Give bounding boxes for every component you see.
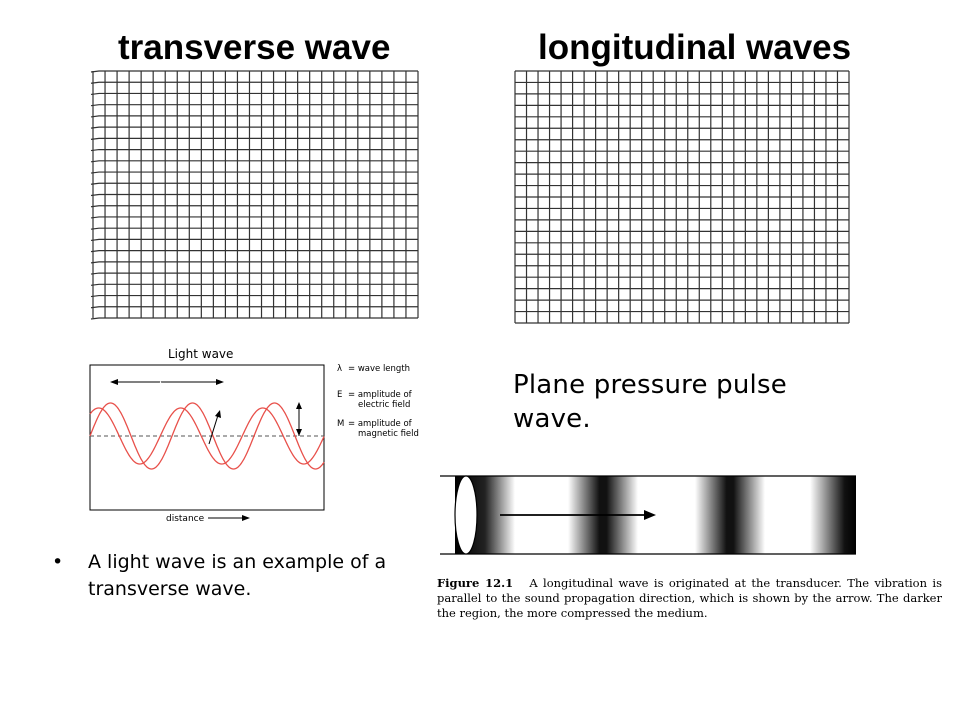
transverse-grid-hline [90,70,418,73]
lambda-marker: λ [158,379,163,388]
transverse-grid-hline [90,148,418,152]
pulse-band-4 [810,476,856,554]
transverse-grid-hline [90,238,418,242]
longitudinal-wave-grid [514,70,850,324]
transverse-grid-hline [90,193,418,197]
transverse-grid-hline [90,81,418,84]
amplitude-e-marker [296,402,302,436]
transverse-grid-hline [90,115,418,118]
title-longitudinal-waves: longitudinal waves [538,28,852,67]
transverse-grid-hline [90,216,418,219]
amplitude-m-marker [208,410,221,445]
transverse-grid-hline [90,317,418,320]
transverse-grid-hline [90,171,418,174]
transducer-ellipse [454,475,478,555]
propagation-arrow [500,510,656,520]
bullet-item: • A light wave is an example of a transv… [52,549,428,603]
bullet-marker: • [52,551,64,573]
figure-label: Figure 12.1 [437,576,514,590]
transverse-grid-hline [90,261,418,264]
transverse-grid-hline [90,160,418,163]
transverse-grid-hline [90,306,418,309]
transverse-grid-hline [90,182,418,185]
transverse-grid-hline [90,92,418,96]
transverse-grid-hline [90,126,418,129]
legend-m-text: = amplitude of magnetic field [348,419,419,439]
legend-e-text: = amplitude of electric field [348,390,413,410]
transverse-grid-hline [90,227,418,230]
legend-lambda-symbol: λ [337,364,342,374]
transverse-grid-hline [90,205,418,208]
electric-field-wave [89,402,325,470]
wavelength-arrow [110,379,224,385]
distance-arrow [208,515,250,521]
legend-e-symbol: E [337,390,342,400]
light-wave-diagram: Light wave λ λ = wave length E = amplitu… [89,347,419,524]
legend-m-symbol: M [337,419,344,429]
bullet-text: A light wave is an example of a transver… [88,551,387,600]
transverse-grid-hline [90,294,418,298]
transverse-grid-hline [90,104,418,107]
figure-caption-text: A longitudinal wave is originated at the… [437,576,943,620]
distance-label: distance [166,514,205,524]
light-wave-frame [89,364,325,511]
figure-caption: Figure 12.1 A longitudinal wave is origi… [437,576,942,621]
transverse-wave-grid [90,70,419,320]
title-transverse-wave: transverse wave [118,28,391,67]
transverse-grid-hline [90,283,418,286]
transverse-grid-hline [90,272,418,275]
pressure-pulse-diagram [440,475,856,555]
transverse-grid-hline [90,137,418,140]
magnetic-field-wave [89,407,325,465]
legend-lambda-text: = wave length [348,364,410,374]
pulse-caption: Plane pressure pulse wave. [513,370,787,434]
transverse-grid-hline [90,250,418,253]
pulse-band-3 [695,476,765,554]
light-wave-title: Light wave [168,347,233,361]
